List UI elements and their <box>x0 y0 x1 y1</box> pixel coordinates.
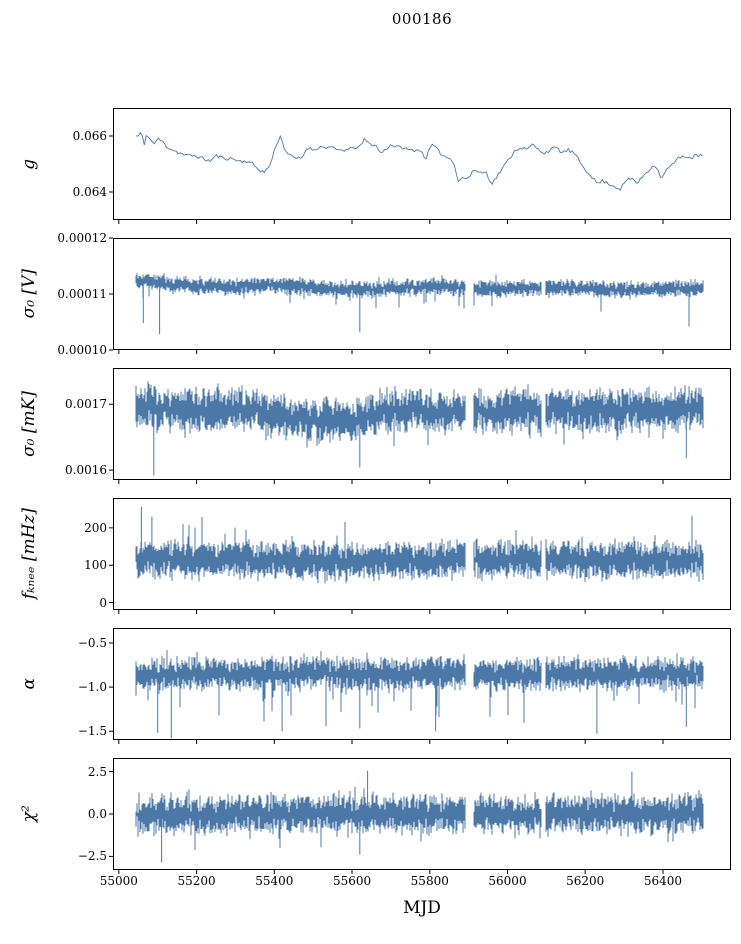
y-tick-label: 0.064 <box>72 185 107 199</box>
x-tick-label: 56000 <box>488 874 527 888</box>
plot-area-alpha <box>109 628 731 744</box>
y-tick-label: 2.5 <box>87 764 107 779</box>
subplot-sigma0-mk: σ₀ [mK] 0.0016 0.0017 <box>0 368 741 484</box>
plot-area-chi2 <box>109 758 731 874</box>
y-tick-label: 0.00010 <box>57 343 107 357</box>
y-tick-label: 0.00012 <box>57 231 107 245</box>
x-tick-label: 55000 <box>99 874 138 888</box>
y-tick-label: 0 <box>99 595 107 610</box>
y-axis-label-chi2: χ² <box>18 805 39 823</box>
y-tick-labels-sigma0-v: 0.00010 0.00011 0.00012 <box>57 231 113 357</box>
x-tick-label: 55200 <box>177 874 216 888</box>
subplot-chi2: χ² −2.5 0.0 2.5 <box>0 758 741 874</box>
y-tick-label: 0.0 <box>87 807 107 821</box>
subplot-sigma0-v: σ₀ [V] 0.00010 0.00011 0.00012 <box>0 231 741 357</box>
y-tick-label: 0.0017 <box>65 397 107 412</box>
subplot-fknee: fₖₙₑₑ [mHz] 0 100 200 <box>0 498 741 614</box>
subplot-g: g 0.064 0.066 <box>0 108 741 224</box>
y-tick-label: 100 <box>84 558 107 573</box>
y-tick-labels-sigma0-mk: 0.0016 0.0017 <box>57 368 113 480</box>
y-tick-label: 0.066 <box>72 129 107 143</box>
x-tick-label: 55400 <box>255 874 294 888</box>
y-tick-label: −1.5 <box>77 724 107 739</box>
y-axis-label-g: g <box>18 158 39 170</box>
y-tick-labels-g: 0.064 0.066 <box>57 108 113 220</box>
x-tick-label: 56400 <box>643 874 683 888</box>
y-tick-labels-chi2: −2.5 0.0 2.5 <box>57 758 113 870</box>
x-tick-label: 55600 <box>332 874 372 888</box>
figure-title: 000186 <box>391 10 453 28</box>
plot-area-sigma0-mk <box>109 368 731 484</box>
y-axis-label-alpha: α <box>18 678 39 690</box>
x-tick-label: 56200 <box>566 874 605 888</box>
y-axis-label-sigma0-mk: σ₀ [mK] <box>18 391 39 457</box>
y-tick-label: −2.5 <box>77 849 107 864</box>
y-tick-label: 0.00011 <box>57 287 107 301</box>
y-axis-label-fknee: fₖₙₑₑ [mHz] <box>18 508 39 600</box>
y-tick-label: −0.5 <box>77 635 107 650</box>
y-tick-label: 0.0016 <box>65 463 107 478</box>
subplot-stack: g 0.064 0.066 σ₀ [V] 0.00010 0.00011 0.0001… <box>0 108 741 874</box>
plot-area-sigma0-v <box>109 237 731 354</box>
y-tick-label: 200 <box>84 520 107 535</box>
y-tick-labels-alpha: −0.5 −1.0 −1.5 <box>57 628 113 740</box>
x-tick-label: 55800 <box>410 874 449 888</box>
x-axis-label: MJD <box>403 898 441 918</box>
x-tick-labels: 55000 55200 55400 55600 55800 56000 56200 56400 <box>100 874 731 890</box>
y-tick-labels-fknee: 0 100 200 <box>57 498 113 610</box>
y-axis-label-sigma0-v: σ₀ [V] <box>18 269 39 319</box>
plot-area-fknee <box>109 498 731 614</box>
subplot-alpha: α −0.5 −1.0 −1.5 <box>0 628 741 744</box>
y-tick-label: −1.0 <box>77 680 107 695</box>
plot-area-g <box>109 108 731 224</box>
